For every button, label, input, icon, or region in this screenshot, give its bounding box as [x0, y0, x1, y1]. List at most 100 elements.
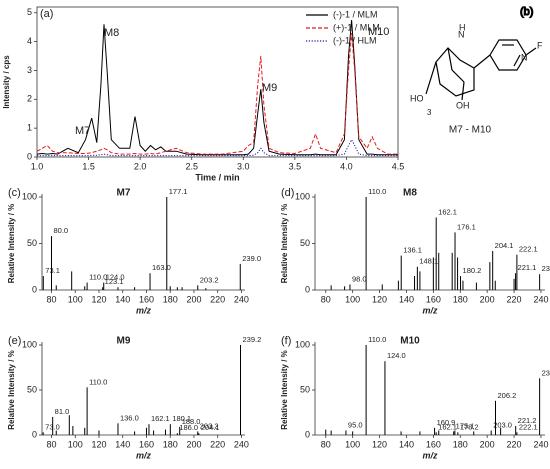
atom: N	[521, 52, 528, 62]
y-tick-label: 100	[22, 191, 37, 201]
peak-label: 221.1	[518, 263, 537, 272]
y-tick-label: 0	[27, 151, 32, 161]
x-tick-label: 200	[480, 439, 495, 449]
y-axis-label: Relative Intensity / %	[7, 204, 16, 284]
peak-label: 203.0	[493, 420, 512, 429]
x-tick-label: 120	[372, 439, 387, 449]
atom: H	[459, 22, 466, 32]
peak-label: 203.2	[200, 421, 219, 430]
x-tick-label: 80	[46, 439, 56, 449]
panel-label: (a)	[40, 8, 53, 20]
peak-label: 110.0	[368, 335, 386, 344]
peak-label: 222.1	[519, 245, 538, 254]
panel-title: M8	[403, 188, 417, 199]
x-axis-label: m/z	[422, 450, 438, 460]
peak-label: 73.1	[45, 266, 60, 275]
panel-title: M9	[117, 336, 131, 347]
peak-label: 239.0	[542, 368, 550, 377]
x-tick-label: 240	[533, 439, 548, 449]
x-tick-label: 100	[345, 439, 360, 449]
atom: HO	[410, 93, 424, 103]
x-axis-label: m/z	[422, 305, 438, 315]
peak-label: 162.1	[438, 207, 457, 216]
x-tick-label: 220	[507, 439, 522, 449]
x-tick-label: 240	[234, 439, 249, 449]
x-tick-label: 3.0	[237, 161, 250, 171]
x-tick-label: 180	[163, 294, 178, 304]
x-tick-label: 80	[46, 294, 56, 304]
peak-label: 95.0	[348, 420, 363, 429]
x-tick-label: 220	[210, 439, 225, 449]
peak-label: 204.1	[495, 241, 514, 250]
y-axis-label: Intensity / cps	[2, 55, 11, 109]
x-tick-label: 160	[426, 294, 441, 304]
caption: M7 - M10	[449, 125, 492, 136]
peak-label: 175.1	[456, 421, 475, 430]
y-tick-label: 3	[27, 65, 32, 75]
legend-label: (-)-1 / HLM	[333, 35, 377, 45]
peak-label: 162.1	[151, 414, 170, 423]
y-tick-label: 4	[27, 36, 32, 46]
x-tick-label: 160	[426, 439, 441, 449]
peak-annotation: M9	[262, 82, 277, 94]
x-tick-label: 100	[345, 294, 360, 304]
peak-label: 124.0	[387, 351, 406, 360]
y-axis-label: Relative Intensity / %	[7, 350, 16, 430]
y-tick-label: 0	[305, 429, 310, 439]
x-tick-label: 1.5	[82, 161, 95, 171]
peak-label: 176.1	[457, 222, 476, 231]
x-tick-label: 240	[234, 294, 249, 304]
peak-label: 124.0	[106, 273, 125, 282]
x-tick-label: 160	[139, 294, 154, 304]
peak-label: 239.2	[242, 335, 261, 344]
panel-title: M7	[117, 188, 131, 199]
x-tick-label: 80	[321, 439, 331, 449]
bond	[425, 61, 437, 95]
peak-label: 180.2	[463, 266, 482, 275]
y-tick-label: 100	[295, 339, 310, 349]
x-tick-label: 2.0	[134, 161, 147, 171]
legend-label: (-)-1 / MLM	[333, 9, 378, 19]
peak-label: 177.1	[169, 187, 188, 196]
atom: N	[458, 29, 465, 39]
peak-label: 162.1	[438, 422, 457, 431]
x-tick-label: 180	[163, 439, 178, 449]
peak-label: 148.1	[419, 257, 438, 266]
panel-title: M10	[400, 336, 420, 347]
series-line	[36, 19, 398, 156]
peak-label: 136.0	[120, 413, 139, 422]
y-tick-label: 2	[27, 94, 32, 104]
peak-label: 110.0	[368, 187, 386, 196]
bond	[461, 81, 465, 101]
y-tick-label: 100	[295, 191, 310, 201]
bicycle	[435, 47, 475, 97]
y-tick-label: 50	[300, 384, 310, 394]
series-line	[37, 138, 398, 157]
y-tick-label: 100	[22, 339, 37, 349]
peak-annotation: M8	[104, 27, 119, 39]
y-tick-label: 0	[32, 284, 37, 294]
peak-label: 204.1	[201, 423, 220, 432]
x-tick-label: 140	[399, 294, 414, 304]
x-tick-label: 120	[91, 294, 106, 304]
x-tick-label: 200	[186, 294, 201, 304]
bond	[473, 54, 491, 69]
x-tick-label: 200	[186, 439, 201, 449]
bond	[447, 47, 453, 71]
y-tick-label: 50	[27, 238, 37, 248]
x-tick-label: 120	[372, 294, 387, 304]
x-tick-label: 80	[321, 294, 331, 304]
x-tick-label: 160	[139, 439, 154, 449]
y-axis-label: Relative Intensity / %	[280, 204, 289, 284]
peak-label: 221.2	[518, 416, 537, 425]
peak-label: 222.1	[519, 422, 538, 431]
bond	[451, 69, 465, 83]
plot-frame	[36, 6, 399, 158]
peak-label: 180.1	[172, 414, 191, 423]
x-tick-label: 100	[68, 294, 83, 304]
x-tick-label: 1.0	[31, 161, 44, 171]
x-tick-label: 220	[210, 294, 225, 304]
peak-label: 163.0	[152, 263, 171, 272]
